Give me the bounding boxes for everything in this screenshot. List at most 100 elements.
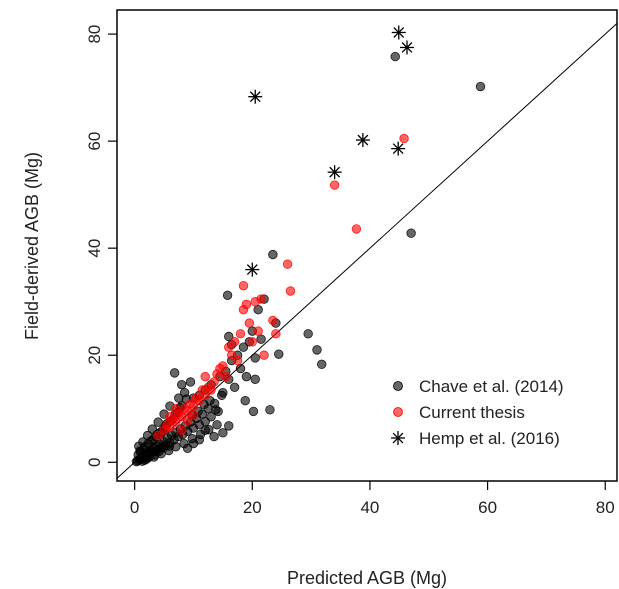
data-point bbox=[153, 417, 163, 427]
data-point bbox=[224, 331, 234, 342]
y-axis-label: Field-derived AGB (Mg) bbox=[22, 152, 42, 340]
data-point bbox=[194, 396, 205, 406]
data-point-asterisk bbox=[327, 165, 342, 180]
data-point bbox=[211, 405, 221, 415]
plot-frame bbox=[116, 9, 618, 482]
data-point bbox=[329, 180, 340, 190]
legend-circle-icon bbox=[393, 381, 403, 391]
data-point bbox=[235, 363, 246, 374]
data-point bbox=[182, 443, 193, 454]
y-tick-label: 0 bbox=[85, 458, 104, 467]
data-point bbox=[218, 361, 228, 371]
data-point-asterisk bbox=[245, 262, 260, 277]
data-point bbox=[250, 374, 260, 385]
data-point bbox=[317, 359, 327, 370]
data-point bbox=[153, 430, 163, 441]
data-point-asterisk bbox=[248, 89, 263, 104]
y-tick-label: 60 bbox=[85, 132, 104, 151]
data-point bbox=[229, 337, 240, 347]
data-point bbox=[274, 349, 284, 359]
y-tick-label: 40 bbox=[85, 239, 104, 258]
data-point bbox=[171, 404, 181, 414]
data-point bbox=[253, 305, 263, 315]
data-point bbox=[250, 353, 260, 363]
x-axis-label: Predicted AGB (Mg) bbox=[287, 568, 447, 588]
data-point bbox=[271, 329, 281, 339]
data-point bbox=[351, 224, 362, 234]
data-point bbox=[232, 355, 243, 366]
data-point-asterisk bbox=[355, 133, 370, 148]
x-tick-label: 0 bbox=[130, 498, 139, 517]
data-point-asterisk bbox=[391, 141, 406, 156]
data-point bbox=[238, 342, 249, 352]
data-point bbox=[265, 405, 275, 415]
data-point-asterisk bbox=[391, 25, 406, 40]
legend-item-1: Current thesis bbox=[393, 403, 525, 422]
data-point bbox=[165, 412, 175, 422]
data-point bbox=[177, 379, 187, 390]
legend: Chave et al. (2014) Current thesis Hemp et… bbox=[391, 377, 564, 448]
data-point bbox=[177, 425, 187, 435]
data-point bbox=[475, 81, 486, 92]
data-point bbox=[285, 286, 296, 296]
data-point bbox=[179, 387, 190, 398]
data-point bbox=[241, 299, 252, 310]
data-point bbox=[171, 417, 181, 427]
data-point bbox=[182, 415, 193, 426]
data-point bbox=[188, 410, 199, 420]
data-point bbox=[247, 337, 257, 347]
data-point bbox=[399, 133, 409, 144]
data-point bbox=[165, 422, 175, 433]
data-point bbox=[282, 259, 293, 269]
data-point bbox=[406, 228, 416, 238]
data-point bbox=[268, 249, 278, 260]
data-point bbox=[390, 51, 400, 62]
data-point bbox=[206, 412, 216, 422]
data-point bbox=[209, 377, 219, 387]
legend-asterisk-icon bbox=[391, 431, 405, 445]
legend-circle-icon bbox=[393, 407, 403, 417]
legend-label: Current thesis bbox=[419, 403, 525, 422]
data-point bbox=[217, 390, 227, 401]
x-tick-label: 80 bbox=[596, 498, 615, 517]
data-point bbox=[303, 329, 313, 339]
data-point bbox=[312, 345, 322, 355]
data-point bbox=[241, 371, 252, 382]
data-point bbox=[200, 390, 210, 401]
x-tick-label: 20 bbox=[243, 498, 262, 517]
data-point bbox=[164, 441, 175, 451]
data-point-asterisk bbox=[400, 40, 414, 55]
data-point bbox=[259, 350, 269, 360]
data-point bbox=[244, 318, 255, 328]
series-2 bbox=[245, 25, 414, 277]
data-point bbox=[224, 421, 234, 431]
data-point bbox=[200, 371, 210, 382]
y-tick-label: 80 bbox=[85, 25, 104, 44]
data-point bbox=[256, 334, 266, 344]
data-point bbox=[227, 350, 237, 360]
data-point bbox=[222, 290, 233, 300]
legend-label: Chave et al. (2014) bbox=[419, 377, 564, 396]
x-tick-label: 60 bbox=[478, 498, 497, 517]
data-point bbox=[185, 377, 196, 387]
legend-label: Hemp et al. (2016) bbox=[419, 429, 560, 448]
data-point bbox=[169, 368, 180, 378]
x-tick-label: 40 bbox=[360, 498, 379, 517]
data-point bbox=[235, 329, 246, 339]
data-point bbox=[188, 401, 199, 411]
data-point bbox=[200, 425, 210, 435]
y-tick-label: 20 bbox=[85, 346, 104, 365]
data-point bbox=[206, 385, 216, 395]
data-point bbox=[218, 428, 228, 438]
legend-item-2: Hemp et al. (2016) bbox=[391, 429, 560, 448]
data-point bbox=[224, 342, 234, 352]
data-point bbox=[147, 424, 157, 434]
data-point bbox=[238, 280, 249, 291]
data-point bbox=[256, 294, 266, 304]
data-point bbox=[134, 441, 144, 451]
data-point bbox=[209, 431, 219, 442]
data-point bbox=[212, 420, 222, 430]
data-point bbox=[268, 315, 278, 326]
data-point bbox=[174, 393, 184, 403]
